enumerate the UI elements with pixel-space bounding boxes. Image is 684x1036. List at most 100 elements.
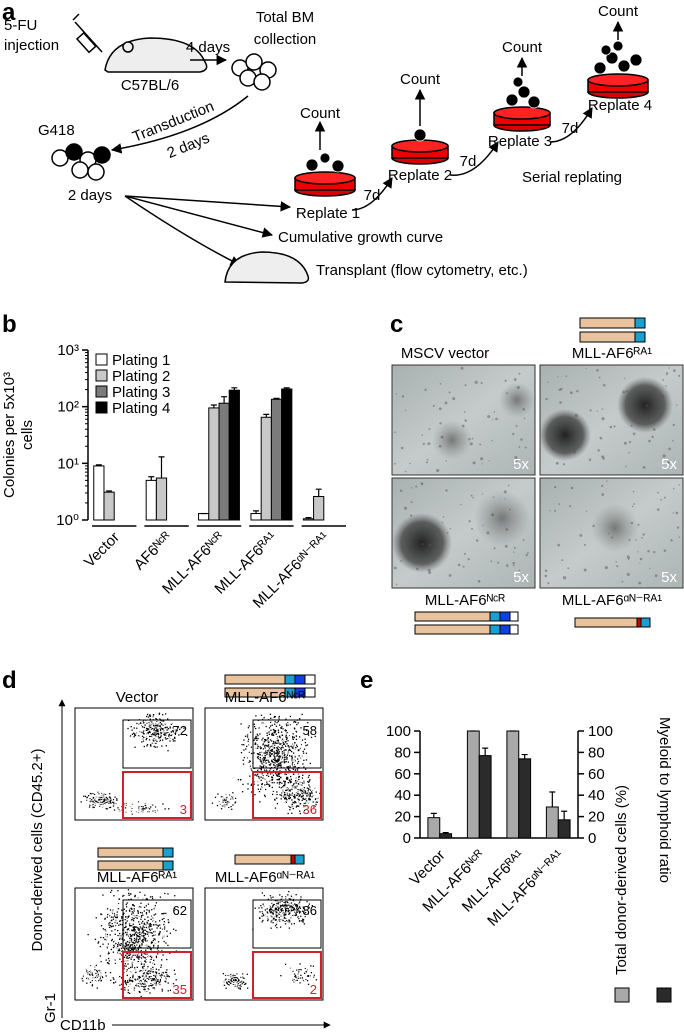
debris	[486, 531, 489, 534]
cell-event	[89, 806, 90, 807]
cell-event	[250, 732, 251, 733]
debris	[557, 376, 558, 377]
cell-event	[121, 910, 122, 911]
cell-event	[165, 942, 166, 943]
colony	[432, 420, 472, 460]
cell-event	[111, 930, 112, 931]
debris	[509, 509, 511, 511]
cell-event	[314, 975, 315, 976]
cell-event	[273, 775, 274, 776]
debris	[514, 547, 516, 549]
debris	[574, 436, 576, 438]
cell-event	[309, 780, 310, 781]
cell-event	[285, 902, 286, 903]
label: 2 days	[165, 130, 212, 162]
micrograph-title: MLL-AF6ᴺᶜᴿ	[425, 592, 505, 609]
debris	[600, 437, 603, 440]
cell-event	[116, 798, 117, 799]
debris	[469, 520, 471, 522]
cell-event	[299, 736, 300, 737]
debris	[445, 401, 448, 404]
cell-event	[302, 798, 303, 799]
cell-event	[273, 759, 274, 760]
cell-event	[217, 793, 218, 794]
cell-event	[114, 796, 115, 797]
cell-event	[158, 934, 159, 935]
cell-event	[281, 747, 282, 748]
cell-event	[276, 734, 277, 735]
cell-event	[163, 941, 164, 942]
cell-event	[155, 913, 156, 914]
cell-event	[102, 977, 103, 978]
cell-event	[156, 741, 157, 742]
cell-event	[285, 769, 286, 770]
cell-event	[260, 757, 261, 758]
cell-event	[153, 935, 154, 936]
cell-event	[160, 740, 161, 741]
cell-event	[129, 938, 130, 939]
debris	[544, 575, 547, 578]
cell-event	[133, 910, 134, 911]
cell-event	[145, 934, 146, 935]
cell-event	[311, 796, 312, 797]
cell-event	[284, 902, 285, 903]
cell-event	[286, 799, 287, 800]
cell-event	[274, 732, 275, 733]
cell-event	[275, 721, 276, 722]
cell-event	[106, 808, 107, 809]
debris	[410, 514, 412, 516]
cell-event	[174, 973, 175, 974]
cell-event	[144, 972, 145, 973]
cell-event	[111, 949, 112, 950]
cell-event	[117, 807, 118, 808]
cell-event	[98, 941, 99, 942]
cell-event	[155, 921, 156, 922]
debris	[633, 491, 635, 493]
cell-event	[109, 793, 110, 794]
cell-event	[296, 905, 297, 906]
cell-event	[258, 754, 259, 755]
debris	[516, 425, 518, 427]
debris	[514, 378, 517, 381]
debris	[606, 480, 607, 481]
cell-event	[283, 781, 284, 782]
cell-event	[139, 924, 140, 925]
cell-event	[261, 780, 262, 781]
cell-event	[162, 739, 163, 740]
debris	[405, 471, 407, 473]
colony	[591, 504, 639, 552]
cell-event	[299, 776, 300, 777]
cell-event	[141, 980, 142, 981]
y-axis-label: cells	[19, 420, 36, 450]
cell-event	[167, 893, 168, 894]
cell-event	[270, 895, 271, 896]
cell-event	[147, 931, 148, 932]
debris	[596, 369, 599, 372]
cell-event	[300, 975, 301, 976]
cell-event	[293, 752, 294, 753]
cell-event	[276, 794, 277, 795]
cell-event	[296, 736, 297, 737]
magnification: 5x	[513, 456, 529, 473]
cell-event	[128, 949, 129, 950]
cell-event	[145, 961, 146, 962]
cell-event	[130, 735, 131, 736]
cell-event	[262, 892, 263, 893]
cell-event	[150, 971, 151, 972]
cell-event	[125, 919, 126, 920]
cell-event	[160, 726, 161, 727]
debris	[622, 581, 624, 583]
cell-event	[107, 962, 108, 963]
cell-event	[144, 923, 145, 924]
debris	[417, 558, 420, 561]
debris	[504, 498, 505, 499]
legend-label: Plating 4	[112, 400, 170, 417]
cell-event	[281, 783, 282, 784]
cell-event	[136, 941, 137, 942]
debris	[653, 551, 655, 553]
cell-event	[272, 794, 273, 795]
cell-event	[117, 890, 118, 891]
cell-event	[114, 809, 115, 810]
bar	[558, 820, 570, 838]
